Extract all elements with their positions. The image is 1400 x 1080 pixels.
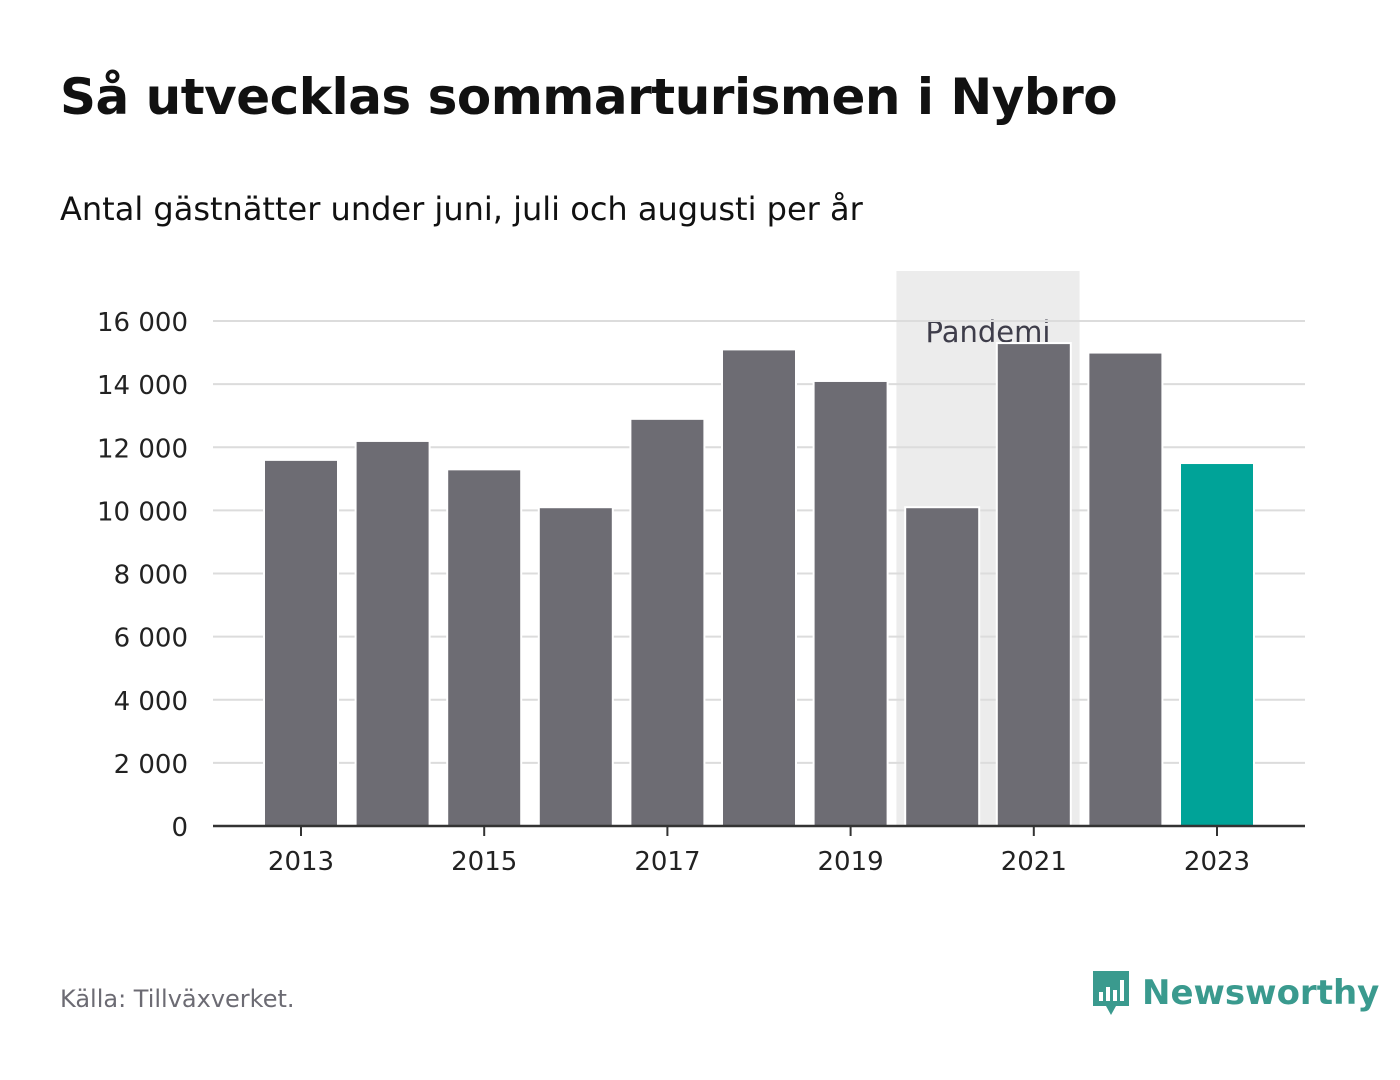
x-tick-label: 2017 [634,847,700,877]
y-tick-label: 14 000 [97,371,188,401]
bar-2014 [354,439,431,827]
source-note: Källa: Tillväxverket. [60,985,295,1013]
bar-2016 [537,506,614,827]
bar-2017 [629,417,706,827]
x-tick-label: 2019 [818,847,884,877]
chart-subtitle: Antal gästnätter under juni, juli och au… [60,190,863,228]
y-tick-label: 12 000 [97,434,188,464]
y-tick-label: 8 000 [114,561,188,591]
y-tick-label: 10 000 [97,497,188,527]
bar-2018 [721,348,797,827]
y-tick-label: 4 000 [114,687,188,717]
bar-2013 [263,458,339,827]
x-tick-label: 2023 [1184,847,1250,877]
y-tick-label: 6 000 [114,624,188,654]
bar-2022 [1087,351,1164,827]
y-tick-label: 16 000 [97,308,188,338]
newsworthy-logo-icon [1093,971,1129,1015]
x-tick-label: 2013 [268,847,334,877]
brand-name: Newsworthy [1142,973,1380,1013]
y-tick-label: 0 [171,813,188,843]
x-tick-label: 2021 [1001,847,1067,877]
bar-2021 [995,342,1072,827]
brand-logo: Newsworthy [1090,968,1379,1018]
x-tick-label: 2015 [451,847,517,877]
chart-title: Så utvecklas sommarturismen i Nybro [60,68,1118,126]
bar-2020 [904,506,981,827]
bar-2023 [1179,462,1255,827]
y-tick-label: 2 000 [114,750,188,780]
bar-2019 [812,379,889,827]
bar-2015 [446,468,523,827]
